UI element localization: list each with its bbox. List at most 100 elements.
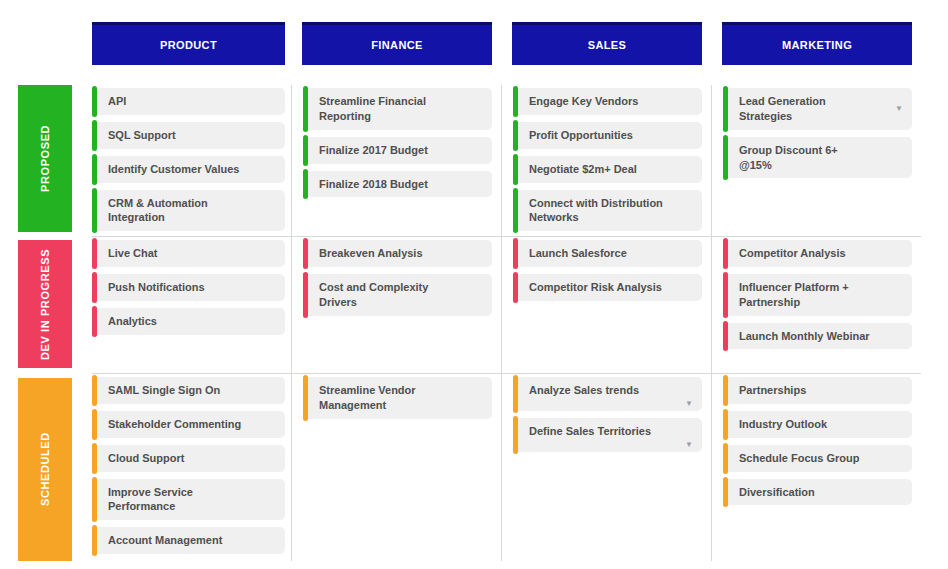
card[interactable]: Identify Customer Values <box>92 156 285 183</box>
card-accent-bar <box>303 169 308 200</box>
card[interactable]: Launch Monthly Webinar <box>723 323 912 350</box>
card-label: Lead Generation Strategies <box>739 94 884 124</box>
card-label: Group Discount 6+ @15% <box>739 143 900 173</box>
card-label: Schedule Focus Group <box>739 451 900 466</box>
card-accent-bar <box>723 443 728 474</box>
card[interactable]: Cloud Support <box>92 445 285 472</box>
card[interactable]: Negotiate $2m+ Deal <box>513 156 702 183</box>
card-accent-bar <box>92 86 97 117</box>
card[interactable]: Stakeholder Commenting <box>92 411 285 438</box>
card-label: Finalize 2018 Budget <box>319 177 480 192</box>
card[interactable]: Streamline Vendor Management <box>303 377 492 419</box>
card[interactable]: Account Management <box>92 527 285 554</box>
card-accent-bar <box>303 135 308 166</box>
card-label: Cost and Complexity Drivers <box>319 280 480 310</box>
card[interactable]: Industry Outlook <box>723 411 912 438</box>
card[interactable]: Connect with Distribution Networks <box>513 190 702 232</box>
card-label: Launch Monthly Webinar <box>739 329 900 344</box>
card-label: Finalize 2017 Budget <box>319 143 480 158</box>
card-accent-bar <box>513 375 518 413</box>
card-accent-bar <box>92 409 97 440</box>
card-label: SAML Single Sign On <box>108 383 273 398</box>
card[interactable]: Finalize 2017 Budget <box>303 137 492 164</box>
card-label: Partnerships <box>739 383 900 398</box>
card-label: Influencer Platform + Partnership <box>739 280 900 310</box>
card[interactable]: Partnerships <box>723 377 912 404</box>
card-label: Competitor Analysis <box>739 246 900 261</box>
card-accent-bar <box>723 477 728 508</box>
card-accent-bar <box>92 188 97 234</box>
card[interactable]: Competitor Risk Analysis <box>513 274 702 301</box>
card-accent-bar <box>303 375 308 421</box>
row-label-scheduled: SCHEDULED <box>18 378 72 561</box>
card[interactable]: Influencer Platform + Partnership <box>723 274 912 316</box>
card[interactable]: Engage Key Vendors <box>513 88 702 115</box>
card-label: API <box>108 94 273 109</box>
card-label: Define Sales Territories <box>529 424 674 439</box>
card[interactable]: Group Discount 6+ @15% <box>723 137 912 179</box>
column-header-cell-finance: FINANCE <box>291 22 501 65</box>
card[interactable]: Analyze Sales trends ▼ <box>513 377 702 411</box>
cell-scheduled-sales: Analyze Sales trends ▼ Define Sales Terri… <box>501 374 711 561</box>
card[interactable]: Diversification <box>723 479 912 506</box>
chevron-down-icon[interactable]: ▼ <box>685 400 693 408</box>
card-accent-bar <box>92 154 97 185</box>
card[interactable]: Finalize 2018 Budget <box>303 171 492 198</box>
cell-dev-product: Live Chat Push Notifications Analytics <box>92 237 291 374</box>
roadmap-board: PRODUCT FINANCE SALES MARKETING PROPOSED… <box>0 0 948 569</box>
cell-proposed-product: API SQL Support Identify Customer Values… <box>92 85 291 237</box>
card-label: Launch Salesforce <box>529 246 690 261</box>
chevron-down-icon[interactable]: ▼ <box>685 441 693 449</box>
card[interactable]: Lead Generation Strategies ▼ <box>723 88 912 130</box>
card[interactable]: Profit Opportunities <box>513 122 702 149</box>
card-label: Diversification <box>739 485 900 500</box>
column-header-cell-product: PRODUCT <box>92 22 291 65</box>
card[interactable]: Cost and Complexity Drivers <box>303 274 492 316</box>
card-accent-bar <box>92 272 97 303</box>
card-accent-bar <box>303 86 308 132</box>
card[interactable]: API <box>92 88 285 115</box>
card-accent-bar <box>723 238 728 269</box>
card-label: Negotiate $2m+ Deal <box>529 162 690 177</box>
card-accent-bar <box>92 443 97 474</box>
card-accent-bar <box>92 525 97 556</box>
card[interactable]: Launch Salesforce <box>513 240 702 267</box>
card-accent-bar <box>513 120 518 151</box>
card[interactable]: CRM & Automation Integration <box>92 190 285 232</box>
card-label: Profit Opportunities <box>529 128 690 143</box>
cell-scheduled-marketing: Partnerships Industry Outlook Schedule F… <box>711 374 921 561</box>
row-label-cell-proposed: PROPOSED <box>18 85 72 237</box>
cell-dev-finance: Breakeven Analysis Cost and Complexity D… <box>291 237 501 374</box>
card[interactable]: Streamline Financial Reporting <box>303 88 492 130</box>
card[interactable]: Schedule Focus Group <box>723 445 912 472</box>
column-header-marketing: MARKETING <box>722 22 912 65</box>
card-accent-bar <box>513 154 518 185</box>
card[interactable]: SQL Support <box>92 122 285 149</box>
card-label: Engage Key Vendors <box>529 94 690 109</box>
cell-dev-sales: Launch Salesforce Competitor Risk Analys… <box>501 237 711 374</box>
card-label: Analyze Sales trends <box>529 383 674 398</box>
chevron-down-icon[interactable]: ▼ <box>895 105 903 113</box>
card-label: CRM & Automation Integration <box>108 196 273 226</box>
card[interactable]: Define Sales Territories ▼ <box>513 418 702 452</box>
cell-proposed-finance: Streamline Financial Reporting Finalize … <box>291 85 501 237</box>
card-label: Account Management <box>108 533 273 548</box>
card[interactable]: Push Notifications <box>92 274 285 301</box>
card[interactable]: Breakeven Analysis <box>303 240 492 267</box>
cell-scheduled-product: SAML Single Sign On Stakeholder Commenti… <box>92 374 291 561</box>
card[interactable]: Competitor Analysis <box>723 240 912 267</box>
card[interactable]: Improve Service Performance <box>92 479 285 521</box>
card[interactable]: SAML Single Sign On <box>92 377 285 404</box>
row-label-dev-in-progress: DEV IN PROGRESS <box>18 240 72 368</box>
card-accent-bar <box>723 321 728 352</box>
column-header-product: PRODUCT <box>92 22 285 65</box>
card-accent-bar <box>92 306 97 337</box>
card-label: Push Notifications <box>108 280 273 295</box>
column-header-sales: SALES <box>512 22 702 65</box>
card[interactable]: Live Chat <box>92 240 285 267</box>
card[interactable]: Analytics <box>92 308 285 335</box>
card-label: Improve Service Performance <box>108 485 273 515</box>
card-accent-bar <box>723 409 728 440</box>
row-label-proposed: PROPOSED <box>18 85 72 232</box>
card-accent-bar <box>513 86 518 117</box>
